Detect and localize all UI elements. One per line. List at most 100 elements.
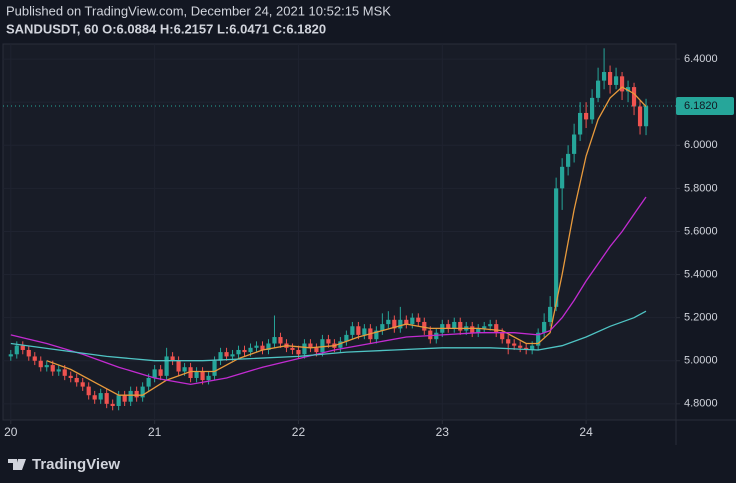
candle-body <box>176 360 181 372</box>
candle-body <box>254 345 259 348</box>
candle-body <box>578 112 583 135</box>
candle-body <box>344 334 349 342</box>
candle-body <box>548 306 553 322</box>
candle-body <box>536 332 541 346</box>
candle-body <box>38 360 43 368</box>
candle-body <box>500 332 505 340</box>
candle-body <box>44 365 49 368</box>
candle-body <box>32 356 37 361</box>
y-tick-label: 4.8000 <box>684 398 718 410</box>
candle-body <box>206 375 211 381</box>
candle-body <box>164 356 169 376</box>
candle-body <box>266 343 271 350</box>
candle-body <box>625 87 631 92</box>
candle-body <box>20 345 25 350</box>
x-tick-label: 21 <box>148 425 162 439</box>
candle-body <box>643 106 649 127</box>
candle-body <box>560 166 565 189</box>
candle-body <box>74 377 79 383</box>
candle-body <box>338 341 343 348</box>
candle-body <box>194 371 199 378</box>
candle-body <box>260 345 265 350</box>
y-tick-label: 6.0000 <box>684 139 718 151</box>
candle-body <box>350 326 355 335</box>
x-tick-label: 24 <box>579 425 593 439</box>
y-tick-label: 6.4000 <box>684 53 718 65</box>
candle-body <box>386 319 391 325</box>
candle-body <box>410 317 415 325</box>
candle-body <box>104 393 109 404</box>
candle-body <box>296 349 301 355</box>
candle-body <box>62 369 67 376</box>
candle-body <box>392 319 397 329</box>
candle-body <box>595 80 601 98</box>
candle-body <box>631 87 637 107</box>
candle-body <box>278 337 283 344</box>
candle-body <box>416 317 421 322</box>
candle-body <box>320 339 325 353</box>
candle-body <box>218 352 223 361</box>
candle-body <box>242 349 247 353</box>
candle-body <box>116 395 121 406</box>
candle-body <box>302 343 307 355</box>
candle-body <box>326 339 331 344</box>
logo-icon <box>8 459 26 470</box>
candle-body <box>200 371 205 381</box>
moving-average <box>10 310 647 362</box>
logo-text: TradingView <box>32 456 120 473</box>
candle-body <box>572 134 577 154</box>
candle-body <box>134 390 139 398</box>
candle-body <box>152 369 157 378</box>
candle-body <box>506 339 511 344</box>
candle-body <box>158 369 163 376</box>
candle-body <box>8 354 13 357</box>
candle-body <box>86 386 91 396</box>
candle-body <box>542 321 547 333</box>
candle-body <box>122 395 127 402</box>
symbol-line: SANDUSDT, 60 O:6.0884 H:6.2157 L:6.0471 … <box>6 21 326 36</box>
candle-body <box>56 369 61 372</box>
candle-body <box>476 328 481 333</box>
candle-body <box>50 365 55 372</box>
candle-body <box>146 377 151 387</box>
y-tick-label: 5.4000 <box>684 268 718 280</box>
y-tick-label: 5.6000 <box>684 225 718 237</box>
candle-body <box>601 72 607 81</box>
candle-body <box>92 395 97 400</box>
x-tick-label: 22 <box>292 425 306 439</box>
candle-body <box>482 326 487 329</box>
candle-body <box>170 356 175 361</box>
y-tick-label: 5.2000 <box>684 312 718 324</box>
candle-body <box>566 153 571 167</box>
candle-body <box>212 360 217 376</box>
y-tick-label: 5.0000 <box>684 355 718 367</box>
candle-body <box>248 347 253 353</box>
candle-body <box>314 347 319 353</box>
candle-body <box>607 72 613 85</box>
candle-body <box>14 345 19 355</box>
candle-body <box>230 354 235 357</box>
candle-body <box>422 321 427 331</box>
candle-body <box>470 326 475 333</box>
x-tick-label: 23 <box>436 425 450 439</box>
logo: TradingView <box>8 456 120 473</box>
candle-body <box>188 367 193 378</box>
candle-body <box>110 403 115 406</box>
candle-body <box>26 349 31 357</box>
last-price-box <box>676 97 734 116</box>
candle-body <box>488 324 493 327</box>
candle-body <box>512 343 517 346</box>
candle-body <box>458 321 463 331</box>
candle-body <box>452 321 457 329</box>
candle-body <box>530 345 535 350</box>
candle-body <box>140 386 145 398</box>
candle-body <box>404 319 409 325</box>
candle-body <box>362 328 367 335</box>
candle-body <box>613 76 619 85</box>
candle-body <box>308 343 313 348</box>
candle-body <box>80 382 85 387</box>
candle-body <box>98 393 103 400</box>
candle-body <box>236 349 241 355</box>
x-tick-label: 20 <box>4 425 18 439</box>
